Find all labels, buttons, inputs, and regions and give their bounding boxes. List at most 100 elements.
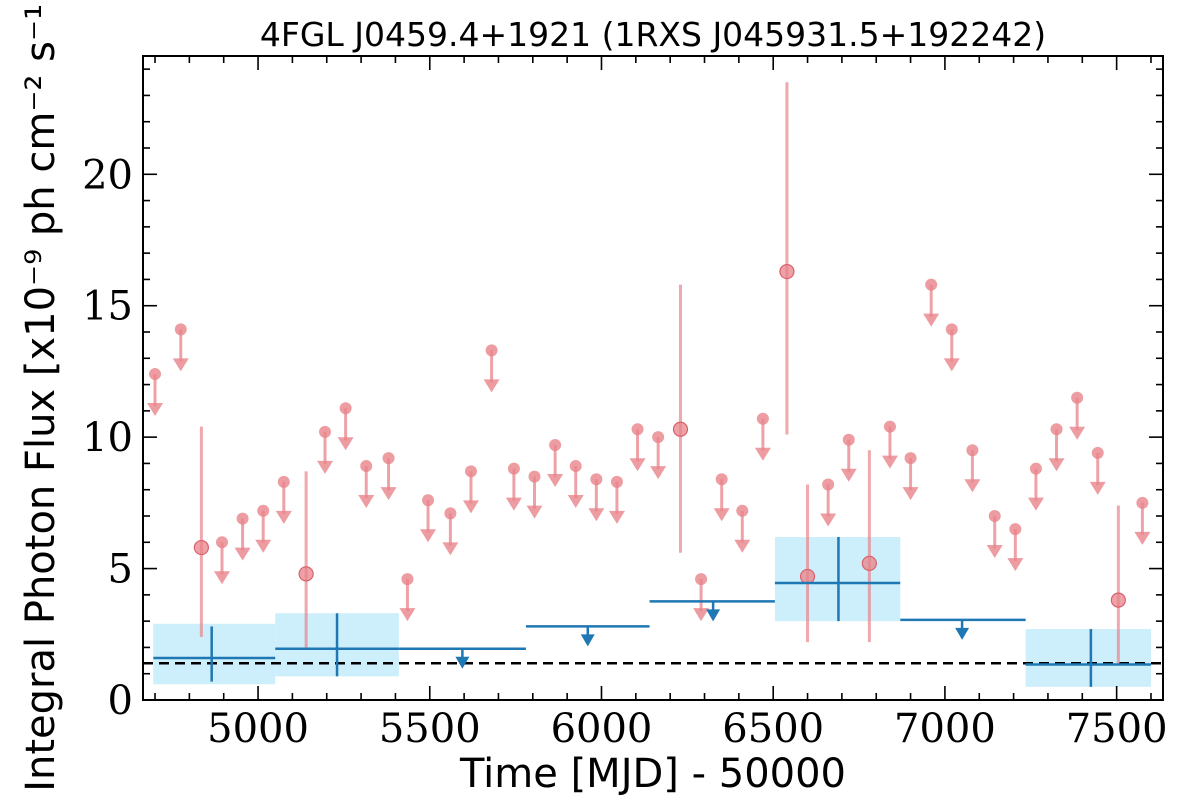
short-bin-limit-point [236, 512, 249, 525]
short-bin-limit-point [988, 510, 1001, 522]
short-bin-limit-point [360, 460, 373, 473]
short-bin-limit-point [652, 431, 665, 444]
short-bin-limit-point [590, 473, 603, 486]
short-bin-limit-point [444, 507, 457, 520]
short-bin-limit-arrow [881, 455, 898, 469]
x-tick-label: 6500 [722, 706, 824, 752]
long-bin-band [153, 623, 276, 685]
short-bin-point [799, 568, 816, 585]
short-bin-limit-point [756, 412, 769, 425]
short-bin-limit-arrow [147, 403, 164, 417]
short-bin-limit-arrow [442, 542, 459, 556]
x-tick-label: 5500 [379, 706, 481, 752]
short-bin-limit-point [904, 452, 917, 465]
short-bin-limit-arrow [754, 447, 771, 461]
short-bin-limit-point [174, 323, 187, 336]
short-bin-point [861, 555, 877, 571]
short-bin-limit-point [464, 465, 477, 478]
long-bin-limit-arrow [706, 609, 721, 622]
y-tick-label: 15 [82, 284, 133, 330]
short-bin-limit-point [277, 475, 290, 488]
short-bin-limit-point [319, 425, 332, 438]
short-bin-point [193, 539, 209, 556]
short-bin-limit-arrow [1134, 531, 1151, 545]
short-bin-limit-arrow [420, 529, 437, 543]
short-bin-limit-point [883, 420, 896, 433]
short-bin-limit-arrow [588, 508, 605, 522]
short-bin-limit-arrow [483, 379, 500, 393]
short-bin-limit-arrow [964, 479, 981, 493]
short-bin-limit-point [610, 475, 623, 488]
short-bin-limit-point [1029, 462, 1042, 475]
long-bin-limit-arrow [455, 656, 470, 669]
short-bin-limit-point [257, 504, 270, 517]
short-bin-limit-point [1009, 523, 1022, 536]
short-bin-limit-arrow [255, 539, 272, 553]
short-bin-point [672, 421, 689, 437]
long-bin-bands [153, 537, 1151, 687]
short-bin-limit-arrow [650, 466, 667, 480]
short-bin-limit-arrow [1007, 558, 1024, 572]
x-axis-label: Time [MJD] - 50000 [459, 751, 846, 797]
short-bin-limit-point [842, 433, 855, 446]
short-bin-limit-point [422, 494, 435, 507]
short-bin-limit-arrow [234, 547, 251, 561]
short-bin-limit-arrow [337, 437, 354, 451]
short-bin-limit-arrow [505, 497, 522, 511]
short-bin-point [298, 566, 314, 582]
short-bin-limit-point [695, 573, 708, 586]
short-bin-limit-point [1050, 423, 1063, 436]
short-bin-limit-point [339, 402, 352, 415]
short-bin-limit-arrow [1069, 426, 1086, 440]
short-bin-limit-arrow [840, 468, 857, 482]
short-bin-limit-arrow [1048, 458, 1065, 472]
short-bin-limit-arrow [547, 474, 564, 488]
long-bin-series [153, 537, 1151, 687]
y-tick-label: 5 [108, 547, 133, 593]
short-bin-limit-point [1071, 391, 1084, 404]
short-bin-limit-arrow [380, 487, 397, 501]
short-bin-limit-arrow [734, 539, 751, 553]
short-bin-limit-arrow [693, 608, 710, 622]
short-bin-limit-arrow [943, 358, 960, 372]
short-bin-limit-point [945, 323, 958, 336]
short-bin-limit-arrow [275, 510, 292, 524]
short-bin-limit-arrow [172, 358, 189, 372]
short-bin-limit-point [966, 444, 979, 457]
short-bin-limit-arrow [629, 458, 646, 472]
short-bin-limit-arrow [923, 313, 940, 327]
short-bin-limit-arrow [462, 500, 479, 514]
short-bin-limit-arrow [213, 571, 230, 585]
short-bin-limit-point [401, 573, 414, 586]
short-bin-limit-point [549, 439, 562, 452]
short-bin-limit-point [507, 462, 520, 475]
short-bin-limit-point [528, 470, 541, 483]
short-bin-limit-arrow [526, 505, 543, 519]
x-tick-label: 6000 [551, 706, 653, 752]
short-bin-limit-point [736, 504, 749, 517]
axes: 5000 5500 6000 6500 7000 7500 0 5 10 15 20 [82, 55, 1168, 752]
short-bin-limit-point [822, 478, 835, 491]
y-tick-label: 20 [82, 152, 133, 198]
plot-frame [142, 55, 1164, 701]
short-bin-limit-arrow [1027, 497, 1044, 511]
x-tick-label: 5000 [207, 706, 309, 752]
short-bin-limit-arrow [399, 608, 416, 622]
short-bin-series [147, 82, 1151, 664]
short-bin-limit-point [382, 452, 395, 465]
short-bin-limit-arrow [820, 513, 837, 527]
short-bin-point [1110, 592, 1126, 608]
y-tick-label: 0 [108, 678, 133, 724]
short-bin-limit-point [569, 460, 582, 473]
short-bin-limit-arrow [317, 460, 334, 474]
long-bin-band [1025, 629, 1151, 687]
short-bin-limit-point [925, 278, 938, 291]
short-bin-limit-arrow [1089, 481, 1106, 495]
short-bin-limit-arrow [713, 508, 730, 522]
chart-title: 4FGL J0459.4+1921 (1RXS J045931.5+192242… [260, 15, 1046, 54]
y-tick-label: 10 [82, 415, 133, 461]
short-bin-point [779, 263, 795, 280]
y-axis-label: Integral Photon Flux [x10⁻⁹ ph cm⁻² s⁻¹] [18, 0, 64, 792]
short-bin-limit-point [1136, 496, 1149, 509]
